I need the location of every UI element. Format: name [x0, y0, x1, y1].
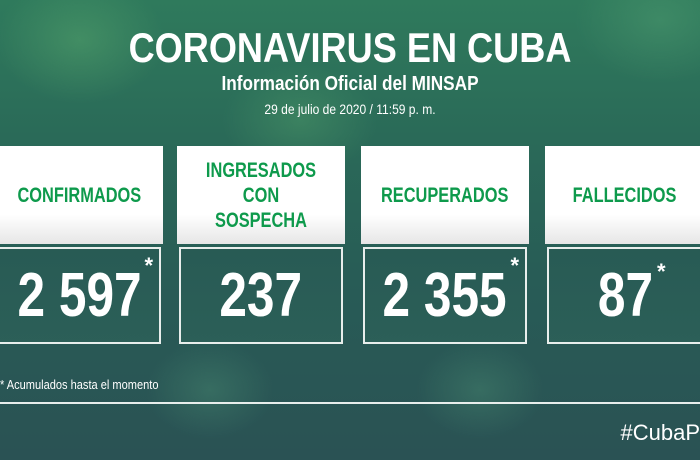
stat-value: 87: [597, 261, 653, 330]
stat-card-fallecidos: FALLECIDOS 87 *: [545, 146, 700, 346]
footnote: * Acumulados hasta el momento: [0, 377, 159, 392]
hashtag: #CubaP: [620, 420, 700, 445]
stat-card-confirmados: CONFIRMADOS 2 597 *: [0, 146, 163, 346]
report-date: 29 de julio de 2020 / 11:59 p. m.: [264, 101, 436, 117]
stat-label: FALLECIDOS: [545, 146, 700, 244]
stat-value-box: 237: [179, 247, 343, 344]
stat-value: 2 597: [17, 261, 142, 330]
page-title: CORONAVIRUS EN CUBA: [128, 24, 572, 71]
stat-value: 2 355: [382, 261, 508, 330]
asterisk-marker: *: [144, 253, 153, 278]
stat-label: CONFIRMADOS: [0, 146, 163, 244]
stat-value: 237: [219, 261, 303, 330]
stat-label: INGRESADOS CON SOSPECHA: [177, 146, 345, 244]
asterisk-marker: *: [657, 259, 666, 284]
divider: [0, 402, 700, 404]
asterisk-marker: *: [510, 253, 519, 278]
page-subtitle: Información Oficial del MINSAP: [221, 73, 479, 95]
stat-value-box: 87 *: [547, 247, 700, 344]
stat-card-recuperados: RECUPERADOS 2 355 *: [361, 146, 529, 346]
stat-value-box: 2 355 *: [363, 247, 527, 344]
stat-value-box: 2 597 *: [0, 247, 161, 344]
stat-card-ingresados: INGRESADOS CON SOSPECHA 237: [177, 146, 345, 346]
stat-label: RECUPERADOS: [361, 146, 529, 244]
